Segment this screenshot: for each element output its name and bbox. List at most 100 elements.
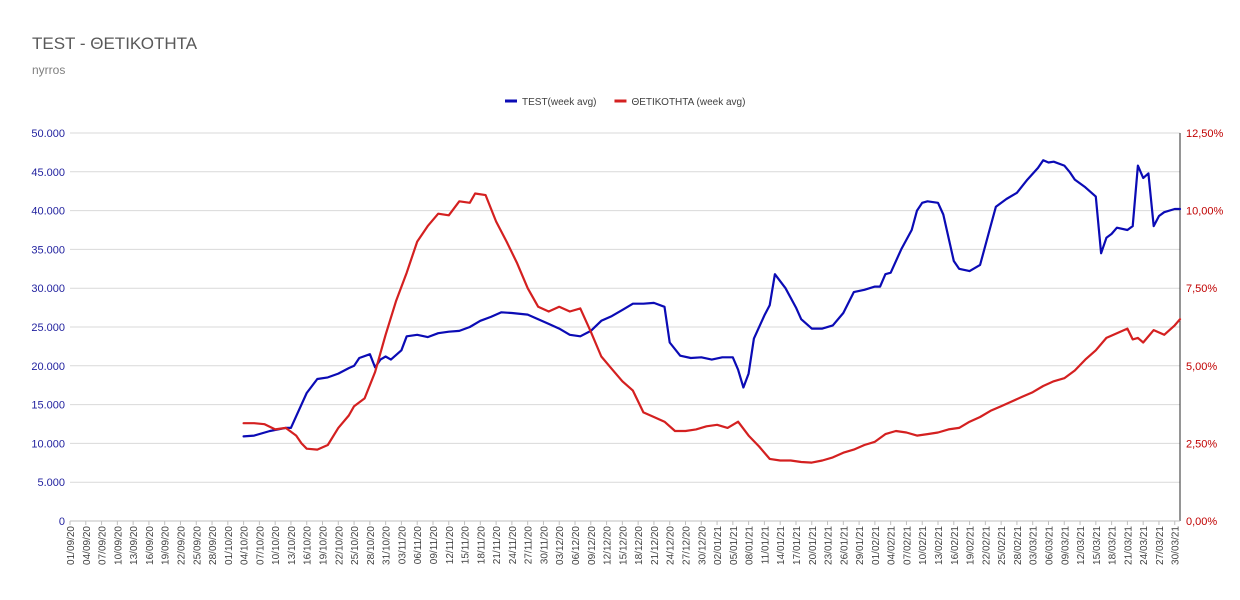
x-tick-label: 21/03/21: [1123, 526, 1134, 565]
x-tick-label: 05/01/21: [729, 526, 740, 565]
x-tick-label: 09/03/21: [1060, 526, 1071, 565]
x-tick-label: 12/12/20: [603, 526, 614, 565]
x-tick-label: 15/11/20: [461, 526, 472, 565]
x-tick-label: 14/01/21: [776, 526, 787, 565]
x-tick-label: 03/12/20: [555, 526, 566, 565]
series-line: [242, 159, 1182, 438]
left-y-axis: 0 5.000 10.000 15.000 20.000 25.000 30.000 35.0…: [31, 128, 65, 528]
x-tick-label: 22/02/21: [981, 526, 992, 565]
x-tick-label: 09/11/20: [429, 526, 440, 565]
x-tick-label: 24/12/20: [666, 526, 677, 565]
left-tick-label: 30.000: [31, 283, 65, 295]
x-tick-label: 03/11/20: [397, 526, 408, 565]
x-tick-label: 08/01/21: [745, 526, 756, 565]
x-tick-label: 19/02/21: [966, 526, 977, 565]
x-tick-label: 06/03/21: [1044, 526, 1055, 565]
left-tick-label: 15.000: [31, 400, 65, 412]
x-tick-label: 24/11/20: [508, 526, 519, 565]
chart-title: TEST - ΘΕΤΙΚΟΤΗΤΑ: [32, 34, 198, 53]
x-tick-label: 25/10/20: [350, 526, 361, 565]
left-tick-label: 45.000: [31, 167, 65, 179]
x-tick-label: 20/01/21: [808, 526, 819, 565]
legend-label: TEST(week avg): [522, 97, 596, 108]
right-tick-label: 0,00%: [1186, 516, 1217, 528]
x-tick-label: 25/02/21: [997, 526, 1008, 565]
x-tick-label: 03/03/21: [1029, 526, 1040, 565]
x-tick-label: 17/01/21: [792, 526, 803, 565]
x-tick-label: 15/12/20: [618, 526, 629, 565]
x-tick-label: 18/03/21: [1108, 526, 1119, 565]
x-tick-label: 21/12/20: [650, 526, 661, 565]
x-tick-label: 06/11/20: [413, 526, 424, 565]
left-tick-label: 10.000: [31, 438, 65, 450]
x-tick-label: 28/02/21: [1013, 526, 1024, 565]
right-tick-label: 12,50%: [1186, 128, 1224, 140]
x-tick-label: 26/01/21: [839, 526, 850, 565]
x-tick-label: 13/10/20: [287, 526, 298, 565]
x-tick-label: 23/01/21: [824, 526, 835, 565]
left-tick-label: 5.000: [37, 477, 65, 489]
legend: TEST(week avg) ΘΕΤΙΚΟΤΗΤΑ (week avg): [505, 97, 745, 108]
x-tick-label: 22/09/20: [176, 526, 187, 565]
chart-subtitle: nyrros: [32, 63, 66, 77]
x-tick-label: 11/01/21: [760, 526, 771, 565]
x-tick-label: 01/02/21: [871, 526, 882, 565]
left-tick-label: 40.000: [31, 206, 65, 218]
right-tick-label: 5,00%: [1186, 361, 1217, 373]
x-tick-label: 22/10/20: [334, 526, 345, 565]
right-tick-label: 2,50%: [1186, 438, 1217, 450]
x-tick-label: 16/10/20: [303, 526, 314, 565]
x-tick-label: 19/10/20: [319, 526, 330, 565]
right-tick-label: 7,50%: [1186, 283, 1217, 295]
x-axis: 01/09/20 04/09/20 07/09/20 10/09/20 13/09/20…: [66, 520, 1182, 565]
right-y-axis: 0,00% 2,50% 5,00% 7,50% 10,00% 12,50%: [1179, 128, 1224, 528]
x-tick-label: 27/11/20: [524, 526, 535, 565]
x-tick-label: 25/09/20: [192, 526, 203, 565]
left-tick-label: 0: [59, 516, 65, 528]
x-tick-label: 04/10/20: [240, 526, 251, 565]
x-tick-label: 04/09/20: [82, 526, 93, 565]
x-tick-label: 07/02/21: [902, 526, 913, 565]
x-tick-label: 12/11/20: [445, 526, 456, 565]
x-tick-label: 10/10/20: [271, 526, 282, 565]
x-tick-label: 10/09/20: [113, 526, 124, 565]
x-tick-label: 31/10/20: [382, 526, 393, 565]
x-tick-label: 15/03/21: [1092, 526, 1103, 565]
series-lines: [242, 159, 1182, 464]
x-tick-label: 01/09/20: [66, 526, 77, 565]
x-tick-label: 13/02/21: [934, 526, 945, 565]
x-tick-label: 24/03/21: [1139, 526, 1150, 565]
left-tick-label: 50.000: [31, 128, 65, 140]
x-tick-label: 18/12/20: [634, 526, 645, 565]
right-tick-label: 10,00%: [1186, 206, 1224, 218]
x-tick-label: 16/02/21: [950, 526, 961, 565]
x-tick-label: 18/11/20: [476, 526, 487, 565]
x-tick-label: 30/03/21: [1171, 526, 1182, 565]
left-tick-label: 20.000: [31, 361, 65, 373]
x-tick-label: 10/02/21: [918, 526, 929, 565]
legend-label: ΘΕΤΙΚΟΤΗΤΑ (week avg): [631, 97, 745, 108]
x-tick-label: 27/03/21: [1155, 526, 1166, 565]
x-tick-label: 12/03/21: [1076, 526, 1087, 565]
x-tick-label: 29/01/21: [855, 526, 866, 565]
x-tick-label: 13/09/20: [129, 526, 140, 565]
x-tick-label: 07/10/20: [255, 526, 266, 565]
x-tick-label: 19/09/20: [161, 526, 172, 565]
series-line: [242, 192, 1182, 464]
x-tick-label: 27/12/20: [681, 526, 692, 565]
x-tick-label: 16/09/20: [145, 526, 156, 565]
x-tick-label: 01/10/20: [224, 526, 235, 565]
left-tick-label: 35.000: [31, 244, 65, 256]
x-tick-label: 21/11/20: [492, 526, 503, 565]
x-tick-label: 04/02/21: [887, 526, 898, 565]
x-tick-label: 30/12/20: [697, 526, 708, 565]
left-tick-label: 25.000: [31, 322, 65, 334]
x-tick-label: 30/11/20: [539, 526, 550, 565]
x-tick-label: 28/09/20: [208, 526, 219, 565]
x-tick-label: 09/12/20: [587, 526, 598, 565]
x-tick-label: 06/12/20: [571, 526, 582, 565]
x-tick-label: 02/01/21: [713, 526, 724, 565]
x-tick-label: 28/10/20: [366, 526, 377, 565]
x-tick-label: 07/09/20: [98, 526, 109, 565]
